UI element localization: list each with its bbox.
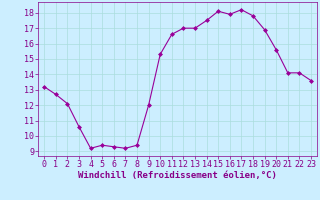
X-axis label: Windchill (Refroidissement éolien,°C): Windchill (Refroidissement éolien,°C) [78, 171, 277, 180]
